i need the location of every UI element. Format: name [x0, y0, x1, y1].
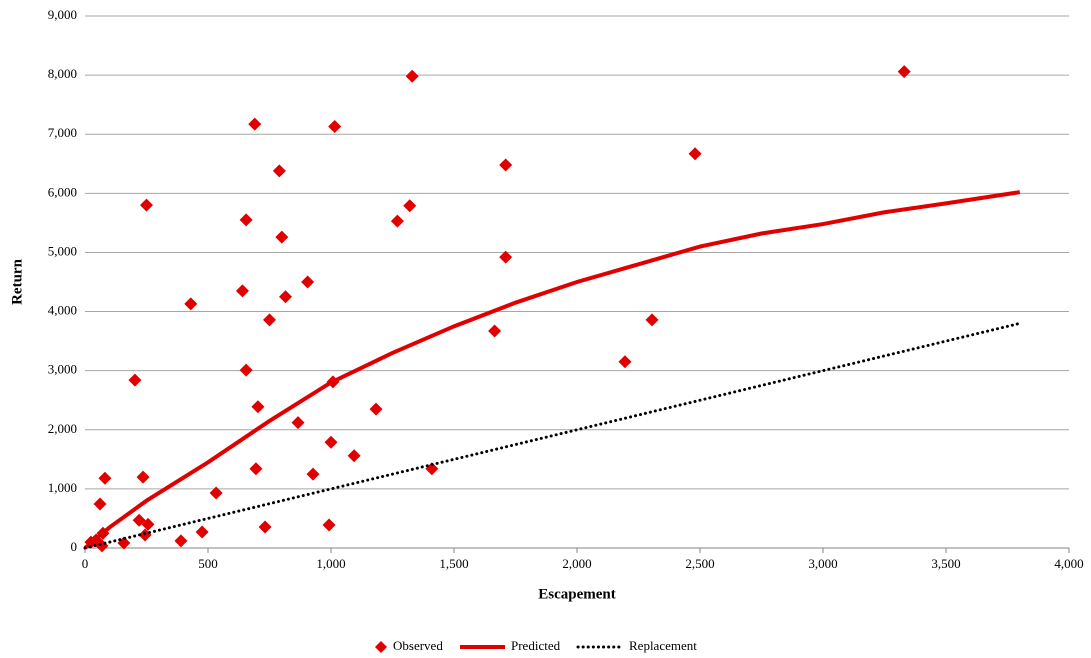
y-tick-label: 8,000 [48, 66, 77, 81]
data-point [184, 297, 198, 311]
y-axis-title: Return [9, 258, 25, 304]
series-line [83, 190, 1021, 550]
y-tick-label: 3,000 [48, 362, 77, 377]
data-point [488, 324, 502, 338]
x-tick-label: 3,500 [931, 556, 960, 571]
y-tick-label: 5,000 [48, 243, 77, 258]
data-point [239, 213, 253, 227]
data-point [403, 199, 417, 213]
data-point [141, 517, 155, 531]
data-point [291, 416, 305, 430]
y-tick-label: 1,000 [48, 480, 77, 495]
data-point [209, 486, 223, 500]
data-point [306, 467, 320, 481]
data-point [405, 69, 419, 83]
data-point [324, 435, 338, 449]
data-point [249, 462, 263, 476]
y-tick-label: 6,000 [48, 184, 77, 199]
y-tick-label: 9,000 [48, 7, 77, 22]
y-tick-label: 0 [71, 539, 78, 554]
x-tick-label: 1,000 [316, 556, 345, 571]
data-point [278, 290, 292, 304]
data-point [390, 214, 404, 228]
x-tick-label: 1,500 [439, 556, 468, 571]
data-point [195, 525, 209, 539]
legend-label: Predicted [511, 638, 561, 653]
x-axis-title: Escapement [538, 586, 616, 602]
data-point [347, 449, 361, 463]
data-point [235, 284, 249, 298]
x-tick-label: 2,500 [685, 556, 714, 571]
data-point [263, 313, 276, 327]
series-line [83, 321, 1022, 550]
data-point [618, 355, 632, 369]
data-point [369, 402, 383, 416]
legend-label: Replacement [629, 638, 697, 653]
y-tick-label: 7,000 [48, 125, 77, 140]
data-point [128, 373, 142, 387]
data-point [136, 470, 150, 484]
data-point [645, 313, 659, 327]
x-tick-label: 0 [82, 556, 89, 571]
legend-label: Observed [393, 638, 443, 653]
data-point [328, 120, 342, 134]
data-point [140, 198, 153, 212]
data-point [688, 147, 702, 161]
x-tick-label: 3,000 [808, 556, 837, 571]
data-point [499, 250, 513, 264]
data-point [499, 158, 513, 172]
data-point [239, 363, 253, 377]
x-tick-label: 4,000 [1054, 556, 1083, 571]
data-point [98, 471, 112, 485]
x-tick-label: 500 [198, 556, 218, 571]
data-point [272, 164, 286, 178]
y-tick-label: 4,000 [48, 303, 77, 318]
data-point [174, 534, 188, 548]
data-point [251, 400, 265, 414]
data-point [248, 117, 262, 131]
data-point [93, 497, 107, 511]
data-point [897, 65, 911, 79]
data-point [301, 275, 315, 289]
data-point [322, 518, 336, 532]
legend-marker [375, 641, 387, 653]
data-point [258, 520, 272, 534]
x-tick-label: 2,000 [562, 556, 591, 571]
y-tick-label: 2,000 [48, 421, 77, 436]
data-point [275, 230, 289, 244]
